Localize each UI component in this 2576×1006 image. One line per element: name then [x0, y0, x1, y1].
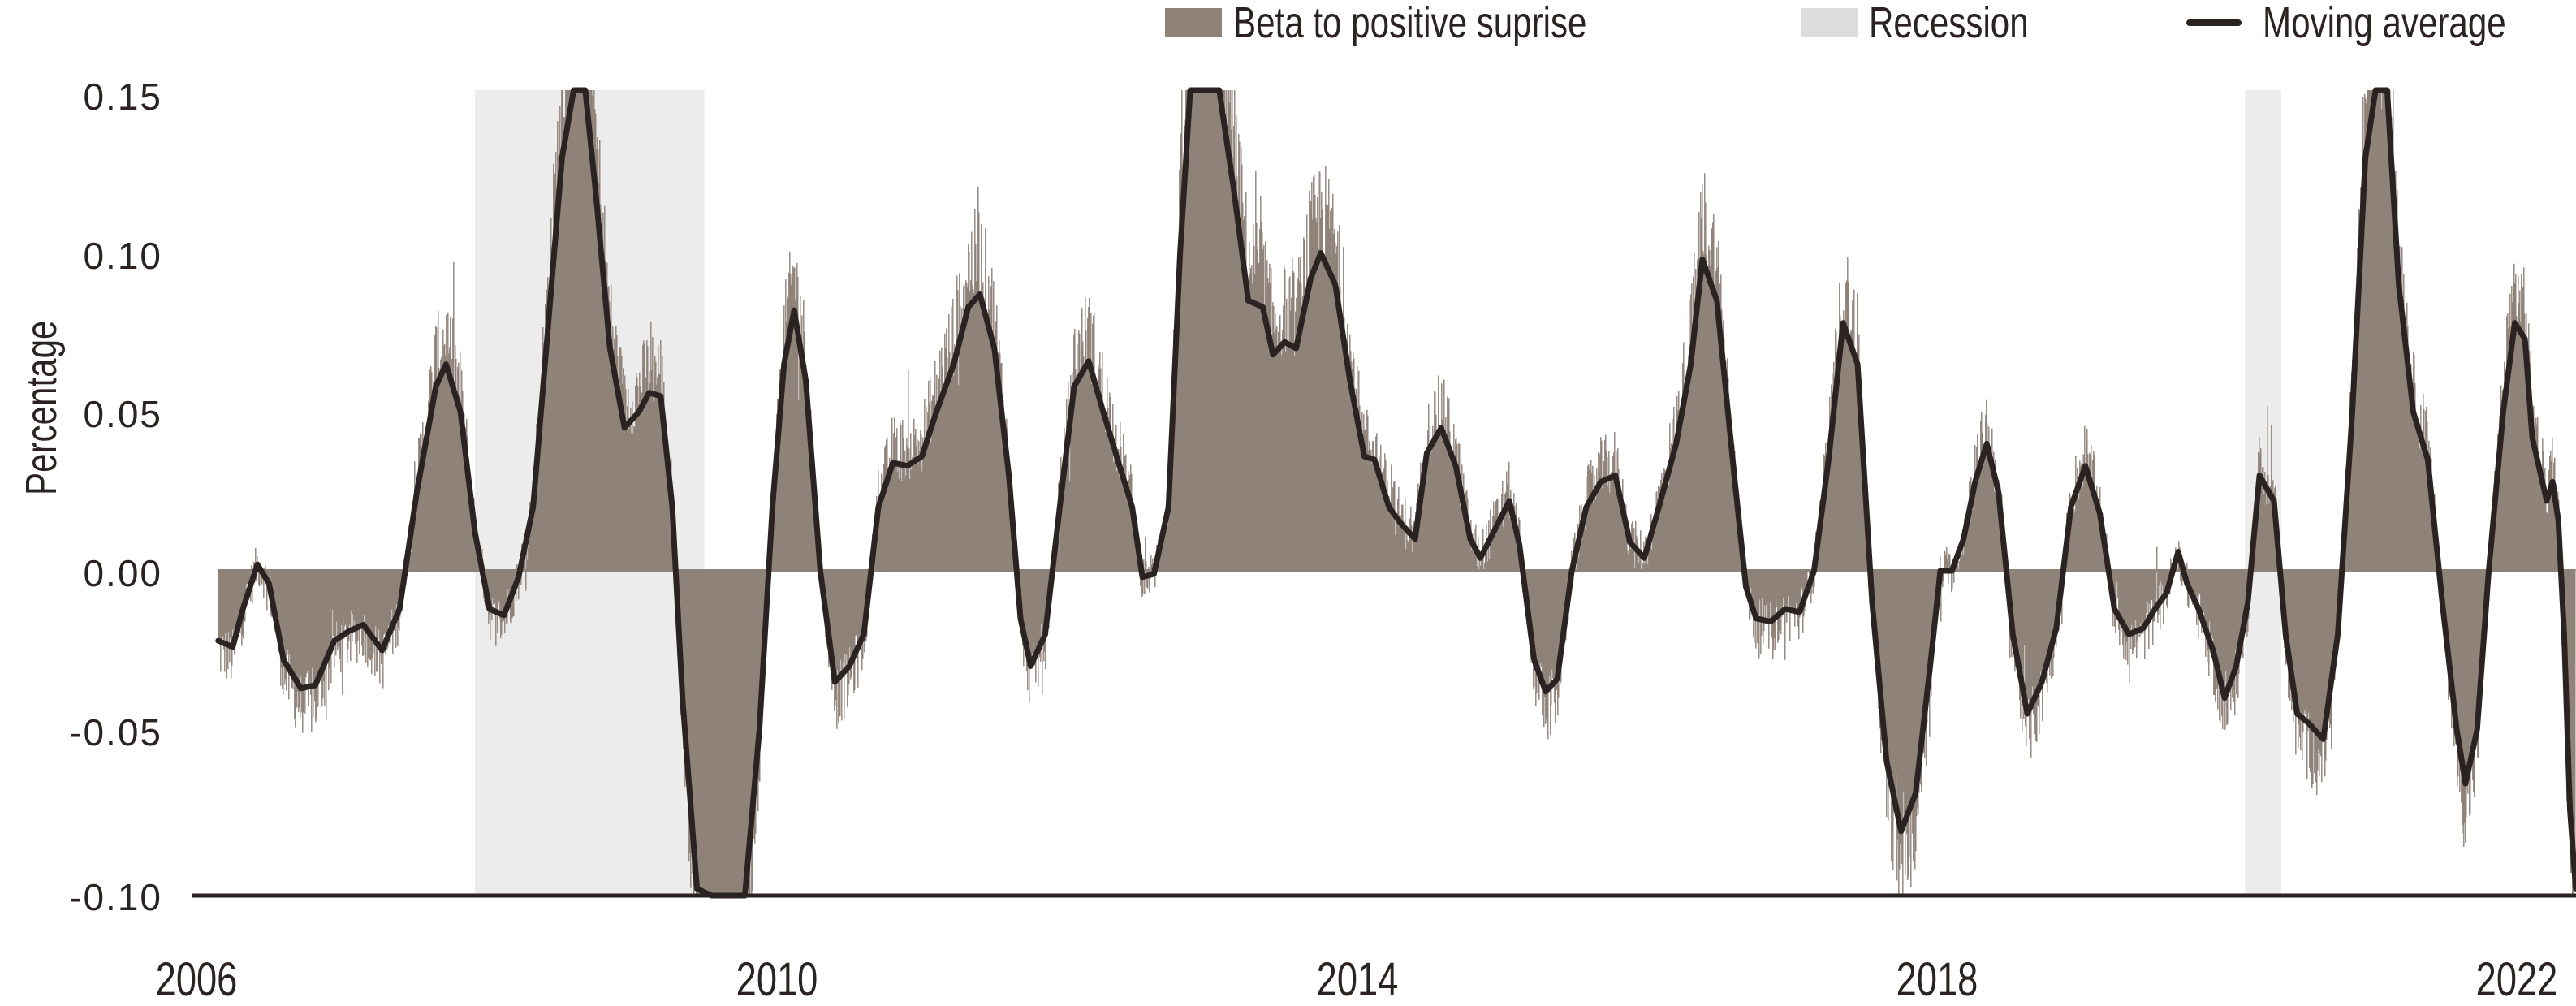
y-tick: -0.10 [69, 876, 162, 918]
x-tick: 2018 [1896, 953, 1978, 1006]
y-tick: -0.05 [69, 711, 162, 753]
legend-item-beta: Beta to positive suprise [1165, 0, 1686, 47]
moving-average-line [215, 87, 2576, 899]
legend-label-moving-average: Moving average [2263, 0, 2506, 47]
legend: Beta to positive suprise Recession Movin… [0, 0, 2576, 49]
x-tick: 2014 [1316, 953, 1399, 1006]
x-tick: 2022 [2475, 953, 2558, 1006]
x-tick: 2010 [736, 953, 818, 1006]
legend-item-moving-average: Moving average [2186, 0, 2574, 47]
beta-swatch-icon [1165, 8, 1222, 37]
legend-label-recession: Recession [1869, 0, 2029, 47]
legend-item-recession: Recession [1801, 0, 2073, 47]
x-tick: 2006 [155, 953, 238, 1006]
y-tick: 0.10 [83, 235, 162, 277]
legend-label-beta: Beta to positive suprise [1233, 0, 1587, 47]
y-tick: 0.15 [83, 76, 162, 118]
line-swatch-icon [2186, 19, 2242, 26]
y-tick: 0.05 [83, 393, 162, 435]
recession-swatch-icon [1801, 8, 1858, 37]
y-tick: 0.00 [83, 552, 162, 594]
